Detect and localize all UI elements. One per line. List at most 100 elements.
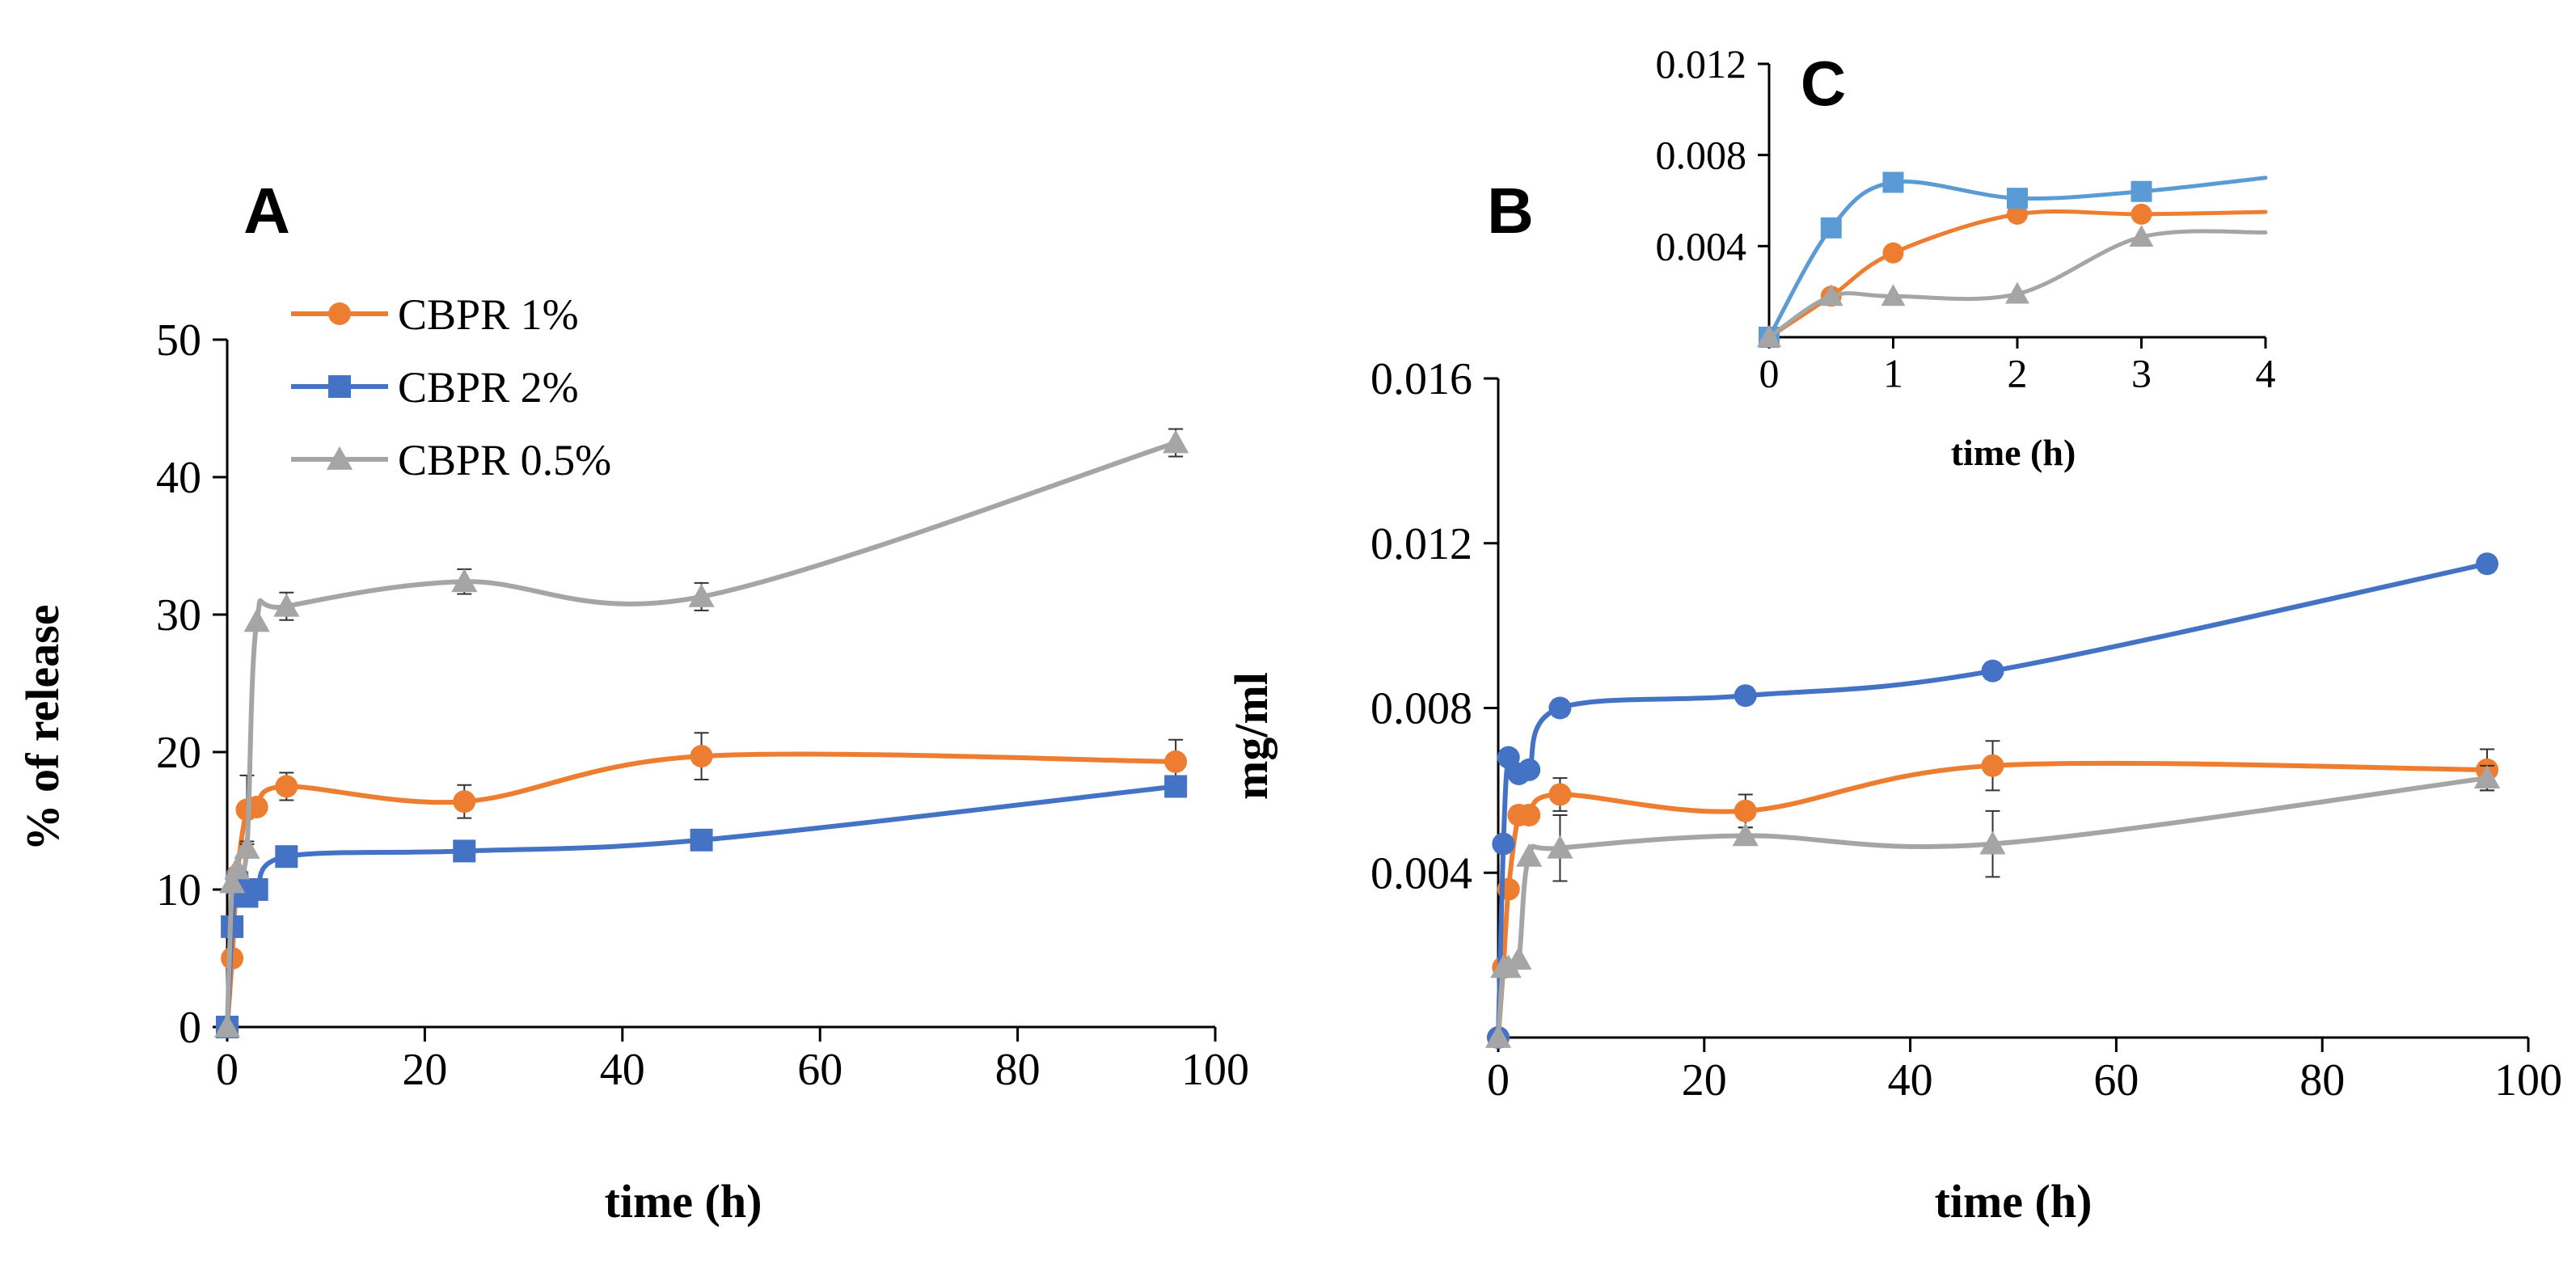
x-tick-label: 100 [1181,1045,1249,1095]
data-point [2007,188,2028,209]
y-tick-label: 0.008 [1656,133,1747,178]
data-point [1818,284,1843,306]
x-tick-label: 80 [995,1045,1041,1095]
data-point [690,745,713,768]
panel-label: B [1487,175,1534,247]
data-point [453,839,476,863]
data-point [1518,758,1541,781]
legend-item: CBPR 2% [291,363,579,412]
legend-item: CBPR 0.5% [291,436,611,484]
data-point [1734,684,1757,708]
y-tick-label: 30 [156,590,201,640]
data-point [213,1013,241,1038]
legend-label: CBPR 0.5% [398,436,611,484]
x-axis-title: time (h) [1935,1175,2092,1228]
panel-a: 0 20 40 60 80 100 0 10 20 30 40 50 time (h) % of rele… [16,175,1249,1228]
legend-label: CBPR 1% [398,290,579,339]
legend-swatch-marker [328,375,351,398]
data-point [1734,799,1757,822]
y-tick-label: 0.008 [1370,684,1472,734]
x-tick-label: 60 [2093,1055,2139,1105]
data-point [1518,803,1541,826]
x-tick-label: 80 [2299,1055,2345,1105]
data-point [2130,203,2152,225]
legend: CBPR 1% CBPR 2% CBPR 0.5% [291,290,611,484]
data-point [1547,835,1573,859]
series-line [1767,175,2268,340]
y-axis-title: % of release [16,605,69,852]
legend-item: CBPR 1% [291,290,579,339]
x-tick-label: 60 [797,1045,842,1095]
y-tick-label: 0.016 [1370,354,1472,404]
series-cbpr-0-5- [1757,225,2268,347]
legend-swatch-marker [326,446,353,470]
legend-label: CBPR 2% [398,363,579,412]
data-point [1164,775,1188,798]
panel-b: 0 20 40 60 80 100 0.004 0.008 0.012 0.016 0 time (h… [1225,175,2562,1228]
data-point [1820,217,1842,239]
data-point [1164,750,1188,773]
data-point [2473,764,2501,788]
data-point [273,593,300,617]
x-axis-title: time (h) [1951,432,2076,473]
x-tick-label: 2 [2008,351,2028,396]
y-tick-label: 0.004 [1370,848,1472,898]
data-point [2129,225,2154,247]
data-point [1882,242,1904,264]
data-point [234,835,260,859]
x-tick-label: 20 [1682,1055,1727,1105]
data-point [245,878,268,901]
x-tick-label: 0 [1759,351,1780,396]
panel-c: 0 1 2 3 4 0.004 0.008 0.012 time (h) C [1656,41,2276,473]
x-tick-label: 20 [402,1045,447,1095]
y-tick-label: 0.012 [1370,519,1472,569]
y-tick-label: 40 [156,453,201,503]
data-point [275,775,298,798]
y-tick-label: 0.004 [1656,223,1747,268]
data-point [1548,783,1572,806]
series-cbpr-2- [1759,171,2268,348]
data-point [275,845,298,869]
data-point [1484,1024,1512,1048]
data-point [1505,946,1532,970]
data-point [2005,281,2029,304]
x-tick-label: 40 [600,1045,645,1095]
data-point [1492,832,1515,856]
x-tick-label: 40 [1888,1055,1933,1105]
data-point [451,568,478,593]
panel-label: A [243,175,290,247]
data-point [453,790,476,814]
data-point [690,828,713,852]
x-tick-label: 4 [2256,351,2276,396]
data-point [2476,552,2499,576]
data-point [1882,171,1904,193]
y-tick-label: 50 [156,315,201,366]
y-axis-title: mg/ml [1225,672,1277,800]
data-point [688,583,715,607]
data-point [1881,284,1906,306]
series-line [1496,760,2490,1040]
x-tick-label: 0 [216,1045,239,1095]
x-tick-label: 0 [1487,1055,1510,1105]
data-point [1163,429,1189,454]
data-point [2130,180,2152,202]
panel-label: C [1801,48,1846,119]
data-point [2007,203,2028,225]
data-point [1979,831,2006,855]
data-point [1981,754,2004,777]
series-cbpr-0-5- [1484,764,2501,1048]
y-tick-label: 0.012 [1656,41,1747,87]
data-point [243,608,270,632]
x-tick-label: 1 [1883,351,1903,396]
x-tick-label: 3 [2131,351,2152,396]
x-axis-title: time (h) [605,1175,762,1228]
y-tick-label: 10 [156,865,201,915]
data-point [224,856,251,880]
data-point [1732,822,1759,847]
legend-swatch-marker [328,302,351,325]
y-tick-label: 0 [179,1003,201,1053]
data-point [1497,746,1520,769]
y-tick-label: 20 [156,728,201,778]
